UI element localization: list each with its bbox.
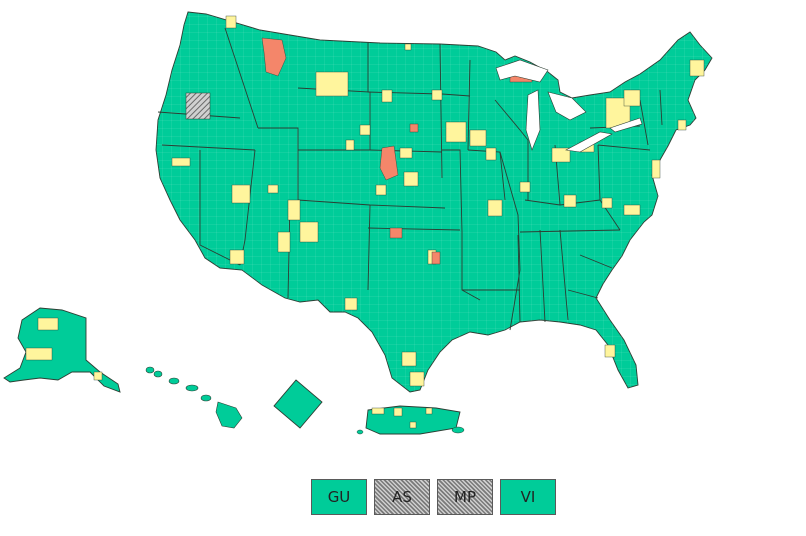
alaska-medium: [25, 317, 103, 381]
territory-gu-button[interactable]: GU: [311, 479, 367, 515]
territory-label: VI: [520, 488, 536, 506]
territory-mp-button[interactable]: MP: [437, 479, 493, 515]
territory-buttons: GU AS MP VI: [311, 479, 556, 515]
great-lakes: [495, 59, 643, 153]
puerto-rico-islet: [451, 426, 465, 434]
high-counties: [261, 37, 533, 265]
territory-label: AS: [392, 488, 412, 506]
territory-vi-button[interactable]: VI: [500, 479, 556, 515]
territory-label: GU: [327, 488, 351, 506]
territory-as-button[interactable]: AS: [374, 479, 430, 515]
hawaii: [145, 366, 243, 429]
no-data-county: [185, 92, 211, 120]
puerto-rico-medium: [371, 407, 433, 429]
alaska: [3, 307, 121, 393]
dc-inset: [273, 379, 323, 429]
puerto-rico-islet: [356, 429, 364, 435]
territory-label: MP: [454, 488, 476, 506]
